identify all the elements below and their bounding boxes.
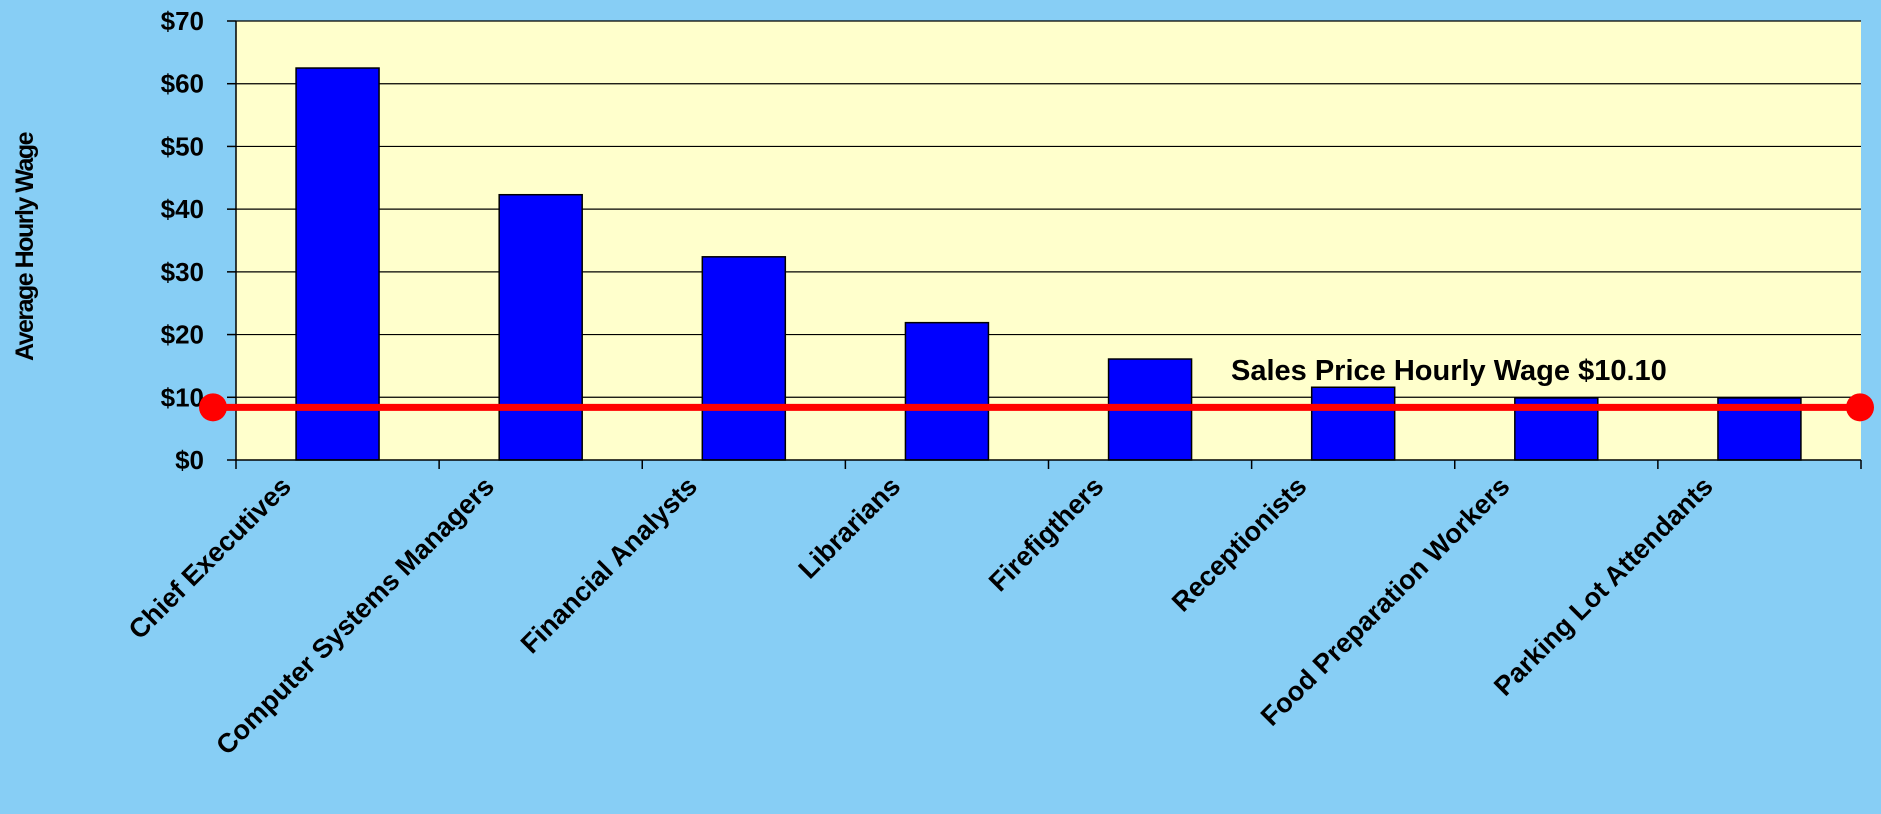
y-tick-label: $0: [175, 445, 204, 475]
reference-line-end-marker: [1846, 393, 1874, 422]
x-category-label: Parking Lot Attendants: [1488, 471, 1719, 702]
bar: [701, 256, 787, 461]
y-tick-label: $10: [161, 382, 204, 412]
y-axis-label: Average Hourly Wage: [11, 131, 39, 361]
bar: [1310, 386, 1396, 461]
y-tick-labels: $0 $10 $20 $30 $40 $50 $60 $70: [161, 6, 204, 475]
x-category-label: Receptionists: [1166, 471, 1312, 617]
y-tick-label: $60: [161, 69, 204, 99]
y-tick-label: $50: [161, 131, 204, 161]
reference-line-label: Sales Price Hourly Wage $10.10: [1231, 355, 1667, 387]
reference-line-start-marker: [199, 393, 227, 422]
y-tick-label: $40: [161, 194, 204, 224]
bar: [904, 321, 990, 461]
bar: [498, 193, 583, 461]
y-tick-label: $20: [161, 320, 204, 350]
y-tick-label: $30: [161, 257, 204, 287]
x-category-label: Chief Executives: [123, 471, 297, 645]
x-category-label: Librarians: [793, 471, 907, 585]
x-category-label: Firefigthers: [983, 471, 1109, 597]
bars: [295, 67, 1802, 461]
axes: [227, 20, 1862, 469]
reference-line-group: Sales Price Hourly Wage $10.10: [199, 355, 1874, 422]
y-tick-label: $70: [161, 6, 204, 36]
x-category-label: Financial Analysts: [515, 471, 703, 659]
bar: [295, 67, 380, 461]
plot-area: [236, 21, 1861, 460]
